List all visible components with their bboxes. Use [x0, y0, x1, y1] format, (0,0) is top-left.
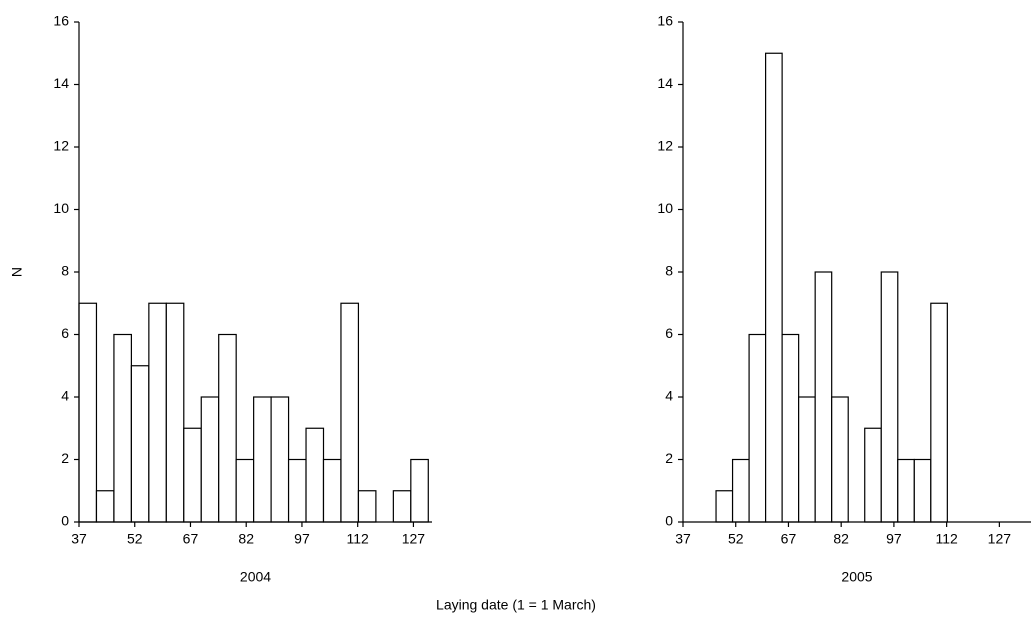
bar	[357, 490, 377, 523]
bar	[715, 490, 734, 523]
y-tick-label: 14	[657, 75, 673, 91]
x-tick-label: 127	[402, 531, 426, 547]
bar	[814, 271, 833, 523]
bar	[864, 427, 882, 523]
y-tick-label: 10	[53, 200, 69, 216]
y-tick-label: 8	[665, 263, 673, 279]
bar	[287, 458, 307, 523]
x-axis-label: 2005	[841, 569, 872, 585]
bar	[781, 333, 800, 523]
bar	[200, 396, 220, 523]
bar	[305, 427, 325, 523]
y-tick-label: 16	[657, 13, 673, 29]
bar	[340, 302, 360, 523]
y-tick-label: 12	[657, 138, 673, 154]
x-tick-label: 37	[675, 531, 691, 547]
bar	[831, 396, 849, 523]
y-tick-label: 16	[53, 13, 69, 29]
x-tick-label: 127	[988, 531, 1012, 547]
y-tick-label: 4	[61, 388, 69, 404]
x-axis-label: 2004	[240, 569, 271, 585]
x-tick-label: 97	[886, 531, 902, 547]
y-axis-label: N	[9, 267, 25, 277]
bar	[748, 333, 767, 523]
x-tick-label: 112	[935, 531, 958, 547]
y-tick-label: 6	[61, 325, 69, 341]
y-tick-label: 8	[61, 263, 69, 279]
bar	[78, 302, 98, 523]
y-tick-label: 0	[665, 513, 673, 529]
x-tick-label: 52	[728, 531, 744, 547]
bar	[897, 458, 915, 523]
y-tick-label: 14	[53, 75, 69, 91]
x-tick-label: 52	[127, 531, 143, 547]
bar	[183, 427, 202, 523]
y-tick-label: 6	[665, 325, 673, 341]
x-tick-label: 112	[347, 531, 370, 547]
bar	[235, 458, 255, 523]
bar	[798, 396, 816, 523]
bar	[218, 333, 237, 523]
x-tick-label: 97	[294, 531, 310, 547]
y-tick-label: 0	[61, 513, 69, 529]
bar	[165, 302, 185, 523]
y-tick-label: 10	[657, 200, 673, 216]
bar	[95, 490, 115, 523]
y-tick-label: 4	[665, 388, 673, 404]
bar	[322, 458, 342, 523]
bar	[880, 271, 899, 523]
bar	[765, 52, 783, 523]
bar	[270, 396, 290, 523]
bar	[113, 333, 132, 523]
bar	[930, 302, 948, 523]
x-tick-label: 82	[833, 531, 849, 547]
x-tick-label: 82	[238, 531, 254, 547]
bar	[130, 365, 150, 523]
bar	[410, 458, 429, 523]
x-tick-label: 67	[183, 531, 199, 547]
bar	[148, 302, 167, 523]
y-tick-label: 2	[61, 450, 69, 466]
y-tick-label: 12	[53, 138, 69, 154]
x-tick-label: 67	[781, 531, 797, 547]
shared-x-axis-label: Laying date (1 = 1 March)	[436, 597, 596, 613]
y-tick-label: 2	[665, 450, 673, 466]
bar	[913, 458, 932, 523]
bar	[731, 458, 750, 523]
bar	[253, 396, 272, 523]
x-tick-label: 37	[71, 531, 87, 547]
bar	[392, 490, 412, 523]
